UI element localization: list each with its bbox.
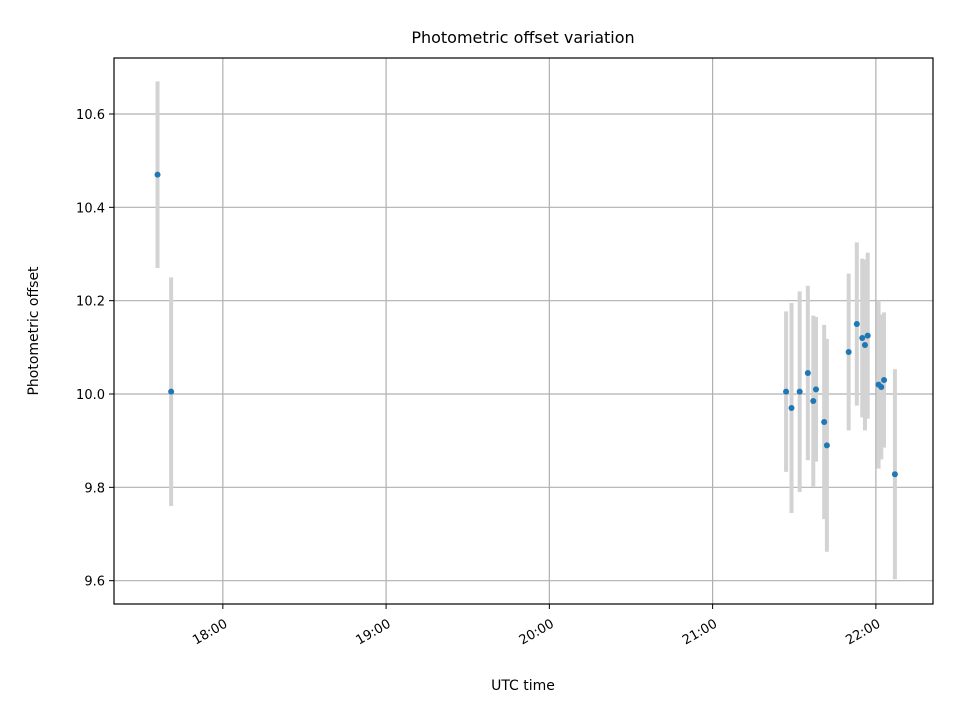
x-tick-label: 22:00 [843,617,883,649]
y-tick-label: 10.2 [76,295,105,310]
x-axis-label: UTC time [491,678,555,694]
data-point [821,419,828,425]
data-point [168,388,175,395]
data-point [845,349,852,355]
data-point [823,442,830,449]
plot-frame [113,57,934,605]
y-tick-label: 9.8 [84,481,105,496]
data-point [788,405,795,411]
x-tick-label: 21:00 [680,617,720,649]
error-bars [155,81,897,580]
y-tick-label: 10.6 [76,108,105,123]
y-axis-label: Photometric offset [26,266,42,396]
data-point [804,370,811,376]
y-tick-label: 9.6 [84,575,105,590]
y-tick-label: 10.4 [76,201,105,216]
x-tick-label: 18:00 [190,617,230,649]
grid [114,58,933,604]
y-tick-label: 10.0 [76,388,105,403]
data-point [154,171,161,178]
x-tick-label: 20:00 [517,617,557,649]
data-point [859,335,866,341]
data-point [891,471,898,478]
axis-ticks: 18:00 19:00 20:00 21:00 22:00 9.6 9.8 10.0 10.2 1… [76,108,883,648]
data-points [154,171,898,478]
data-point [813,386,819,393]
data-point [864,332,871,339]
x-tick-label: 19:00 [354,617,394,649]
data-point [783,388,790,395]
data-point [810,398,817,404]
data-point [796,388,803,395]
chart-title: Photometric offset variation [411,28,634,47]
data-point [861,342,868,348]
data-point [878,384,885,390]
data-point [881,377,888,383]
data-point [853,321,860,327]
